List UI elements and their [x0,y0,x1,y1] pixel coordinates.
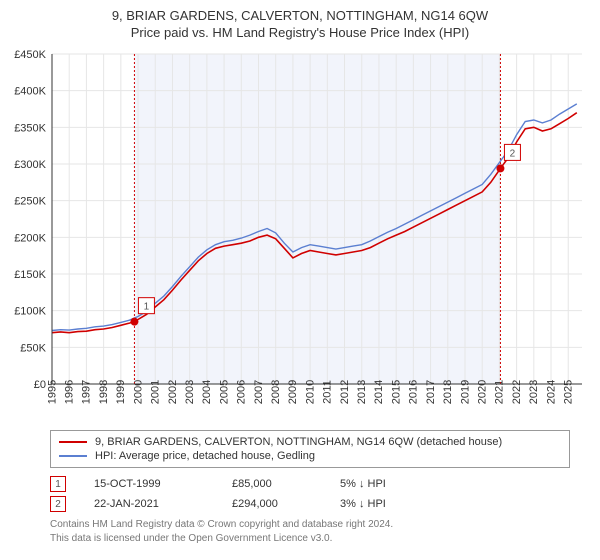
svg-text:2015: 2015 [390,380,402,404]
svg-text:1999: 1999 [115,380,127,404]
transaction-row-1: 1 15-OCT-1999 £85,000 5% ↓ HPI [50,474,570,494]
svg-text:2024: 2024 [545,380,557,404]
svg-text:£300K: £300K [14,159,46,171]
svg-text:£50K: £50K [20,342,46,354]
svg-text:£250K: £250K [14,196,46,208]
svg-text:£400K: £400K [14,86,46,98]
svg-text:£0: £0 [34,379,46,391]
svg-text:2022: 2022 [511,380,523,404]
line-chart: £0 £50K £100K £150K £200K £250K £300K £350K £400… [0,44,600,424]
svg-text:1997: 1997 [81,380,93,404]
svg-text:2008: 2008 [270,380,282,404]
transaction-price-2: £294,000 [232,498,312,510]
svg-text:2017: 2017 [425,380,437,404]
svg-text:2018: 2018 [442,380,454,404]
transaction-price-1: £85,000 [232,478,312,490]
transaction-marker-2: 2 [50,496,66,512]
svg-text:2023: 2023 [528,380,540,404]
svg-text:2025: 2025 [563,380,575,404]
legend-row-hpi: HPI: Average price, detached house, Gedl… [59,449,561,463]
svg-text:2012: 2012 [339,380,351,404]
svg-text:2010: 2010 [304,380,316,404]
chart-title-address: 9, BRIAR GARDENS, CALVERTON, NOTTINGHAM,… [10,8,590,23]
svg-text:2009: 2009 [287,380,299,404]
svg-text:2001: 2001 [150,380,162,404]
svg-text:2003: 2003 [184,380,196,404]
footer-line-2: This data is licensed under the Open Gov… [50,532,570,546]
legend-label-property: 9, BRIAR GARDENS, CALVERTON, NOTTINGHAM,… [95,436,502,448]
legend: 9, BRIAR GARDENS, CALVERTON, NOTTINGHAM,… [50,430,570,468]
svg-text:£450K: £450K [14,49,46,61]
svg-text:2016: 2016 [408,380,420,404]
svg-text:2020: 2020 [476,380,488,404]
transaction-row-2: 2 22-JAN-2021 £294,000 3% ↓ HPI [50,494,570,514]
svg-text:£200K: £200K [14,232,46,244]
chart-title-subtitle: Price paid vs. HM Land Registry's House … [10,25,590,40]
legend-swatch-hpi [59,455,87,457]
footer-line-1: Contains HM Land Registry data © Crown c… [50,518,570,532]
transactions-table: 1 15-OCT-1999 £85,000 5% ↓ HPI 2 22-JAN-… [50,474,570,514]
transaction-delta-2: 3% ↓ HPI [340,498,386,510]
svg-text:2007: 2007 [253,380,265,404]
svg-text:1998: 1998 [98,380,110,404]
footer-attribution: Contains HM Land Registry data © Crown c… [50,518,570,545]
svg-text:2013: 2013 [356,380,368,404]
svg-text:2005: 2005 [218,380,230,404]
svg-text:2019: 2019 [459,380,471,404]
transaction-date-2: 22-JAN-2021 [94,498,204,510]
svg-text:£350K: £350K [14,122,46,134]
svg-text:£100K: £100K [14,306,46,318]
svg-text:2004: 2004 [201,380,213,404]
transaction-marker-1: 1 [50,476,66,492]
svg-text:2002: 2002 [167,380,179,404]
legend-row-property: 9, BRIAR GARDENS, CALVERTON, NOTTINGHAM,… [59,435,561,449]
chart-titles: 9, BRIAR GARDENS, CALVERTON, NOTTINGHAM,… [0,0,600,44]
legend-label-hpi: HPI: Average price, detached house, Gedl… [95,450,315,462]
svg-text:2006: 2006 [236,380,248,404]
transaction-delta-1: 5% ↓ HPI [340,478,386,490]
svg-text:2014: 2014 [373,380,385,404]
svg-text:1996: 1996 [64,380,76,404]
chart-area: £0 £50K £100K £150K £200K £250K £300K £350K £400… [0,44,600,424]
svg-text:2021: 2021 [494,380,506,404]
legend-swatch-property [59,441,87,443]
svg-text:2: 2 [510,148,516,159]
svg-text:1: 1 [144,302,150,313]
transaction-date-1: 15-OCT-1999 [94,478,204,490]
svg-text:£150K: £150K [14,269,46,281]
